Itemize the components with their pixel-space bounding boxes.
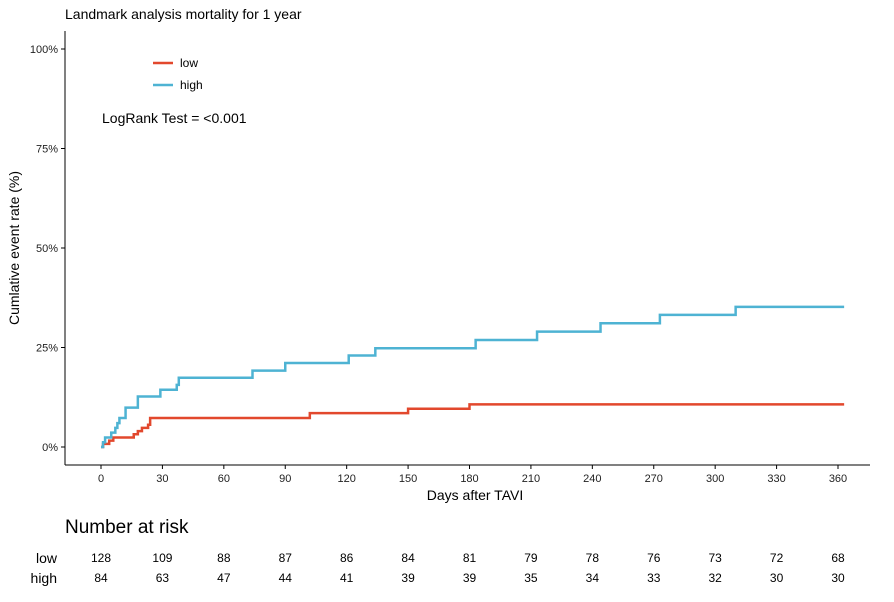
risk-cell: 128: [91, 551, 111, 565]
risk-table: low 128 109 88 87 86 84 81 79 78 76 73 72 68 high 84 63 4…: [31, 550, 845, 586]
x-tick-label: 120: [337, 473, 355, 485]
risk-cell: 88: [217, 551, 231, 565]
risk-cell: 76: [647, 551, 661, 565]
x-tick-label: 300: [706, 473, 724, 485]
x-tick-label: 30: [156, 473, 168, 485]
risk-cell: 44: [279, 571, 293, 585]
legend-label-low: low: [180, 56, 198, 70]
risk-row-label: low: [36, 550, 58, 566]
x-tick-label: 210: [522, 473, 540, 485]
y-tick-label: 100%: [30, 44, 58, 56]
x-tick-label: 360: [829, 473, 847, 485]
x-tick-label: 60: [218, 473, 230, 485]
risk-table-title: Number at risk: [65, 517, 189, 538]
series-line-high: [101, 305, 845, 449]
risk-cell: 39: [401, 571, 415, 585]
risk-cell: 109: [152, 551, 172, 565]
risk-cell: 87: [279, 551, 293, 565]
x-tick-label: 150: [399, 473, 417, 485]
x-tick-label: 330: [767, 473, 785, 485]
y-tick-label: 25%: [36, 343, 58, 355]
y-axis-title: Cumlative event rate (%): [6, 171, 22, 325]
risk-cell: 86: [340, 551, 354, 565]
x-tick-label: 180: [460, 473, 478, 485]
risk-cell: 35: [524, 571, 538, 585]
series-layer: [101, 305, 845, 449]
x-axis-title: Days after TAVI: [427, 487, 523, 503]
logrank-annotation: LogRank Test = <0.001: [102, 110, 247, 126]
risk-cell: 84: [401, 551, 415, 565]
risk-cell: 81: [463, 551, 477, 565]
risk-cell: 30: [831, 571, 845, 585]
risk-cell: 68: [831, 551, 845, 565]
risk-cell: 78: [586, 551, 600, 565]
x-tick-label: 240: [583, 473, 601, 485]
series-line-low: [101, 403, 845, 449]
y-tick-label: 0%: [42, 442, 58, 454]
x-tick-label: 270: [645, 473, 663, 485]
risk-cell: 32: [708, 571, 722, 585]
legend-label-high: high: [180, 78, 203, 92]
chart-title: Landmark analysis mortality for 1 year: [65, 6, 302, 22]
risk-cell: 72: [770, 551, 784, 565]
x-tick-label: 90: [279, 473, 291, 485]
risk-cell: 63: [156, 571, 170, 585]
risk-cell: 79: [524, 551, 538, 565]
risk-cell: 41: [340, 571, 354, 585]
risk-cell: 30: [770, 571, 784, 585]
risk-cell: 34: [586, 571, 600, 585]
y-tick-label: 50%: [36, 243, 58, 255]
risk-cell: 73: [708, 551, 722, 565]
y-axis: 0% 25% 50% 75% 100%: [30, 31, 66, 465]
risk-cell: 47: [217, 571, 231, 585]
risk-cell: 39: [463, 571, 477, 585]
y-tick-label: 75%: [36, 144, 58, 156]
risk-row-label: high: [31, 570, 57, 586]
x-tick-label: 0: [98, 473, 104, 485]
risk-cell: 33: [647, 571, 661, 585]
legend: low high: [153, 56, 203, 92]
risk-cell: 84: [94, 571, 108, 585]
x-axis: 0 30 60 90 120 150 180 210 240 270 300 330 360: [65, 464, 870, 485]
